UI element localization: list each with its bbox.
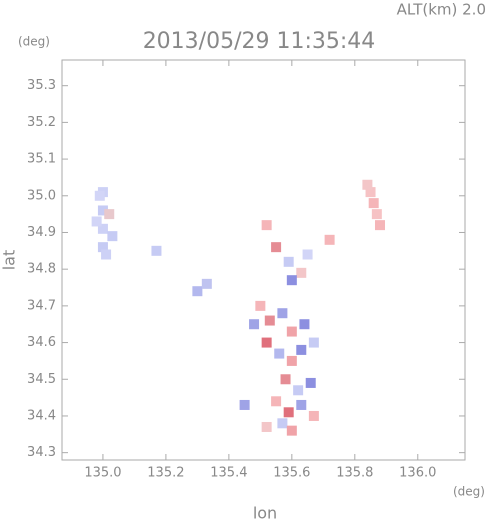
echo-point (271, 396, 282, 407)
echo-point (192, 286, 203, 297)
echo-point (302, 249, 313, 260)
x-tick-label: 135.0 (84, 466, 121, 481)
echo-point (283, 407, 294, 418)
echo-point (277, 308, 288, 319)
echo-point (239, 399, 250, 410)
y-tick-label: 34.4 (27, 408, 56, 423)
echo-point (261, 220, 272, 231)
echo-point (271, 242, 282, 253)
y-tick-label: 34.6 (27, 335, 56, 350)
echo-point (324, 234, 335, 245)
x-tick-label: 136.0 (399, 466, 436, 481)
plot-frame (61, 59, 466, 461)
echo-point (296, 399, 307, 410)
y-tick-label: 34.8 (27, 262, 56, 277)
echo-point (261, 421, 272, 432)
echo-point (94, 190, 105, 201)
echo-point (368, 198, 379, 209)
echo-point (255, 300, 266, 311)
x-tick-label: 135.4 (210, 466, 247, 481)
echo-point (296, 267, 307, 278)
echo-point (201, 278, 212, 289)
echo-point (283, 256, 294, 267)
echo-point (362, 179, 373, 190)
echo-point (308, 337, 319, 348)
echo-point (101, 249, 112, 260)
echo-point (274, 348, 285, 359)
echo-point (264, 315, 275, 326)
echo-point (308, 410, 319, 421)
echo-point (371, 209, 382, 220)
echo-point (280, 374, 291, 385)
echo-point (286, 275, 297, 286)
echo-point (293, 385, 304, 396)
echo-point (249, 319, 260, 330)
x-tick-label: 135.8 (336, 466, 373, 481)
echo-point (374, 220, 385, 231)
subtitle: ALT(km) 2.0 (397, 1, 486, 19)
y-unit: (deg) (18, 35, 50, 49)
y-tick-label: 34.3 (27, 445, 56, 460)
echo-point (107, 231, 118, 242)
y-tick-label: 34.5 (27, 372, 56, 387)
y-tick-label: 34.9 (27, 225, 56, 240)
x-unit: (deg) (453, 485, 485, 499)
y-axis-label: lat (0, 250, 19, 271)
echo-point (286, 355, 297, 366)
echo-point (104, 209, 115, 220)
y-tick-label: 35.1 (27, 152, 56, 167)
echo-point (97, 242, 108, 253)
x-axis-label: lon (253, 504, 277, 521)
echo-point (365, 187, 376, 198)
y-tick-label: 35.2 (27, 115, 56, 130)
x-tick-label: 135.2 (147, 466, 184, 481)
echo-point (305, 377, 316, 388)
x-tick-label: 135.6 (273, 466, 310, 481)
echo-point (97, 205, 108, 216)
echo-point (97, 223, 108, 234)
y-tick-label: 35.0 (27, 188, 56, 203)
echo-point (261, 337, 272, 348)
echo-point (299, 319, 310, 330)
y-tick-label: 35.3 (27, 78, 56, 93)
y-tick-label: 34.7 (27, 298, 56, 313)
echo-point (296, 344, 307, 355)
echo-point (286, 326, 297, 337)
chart-title: 2013/05/29 11:35:44 (143, 29, 376, 54)
echo-point (91, 216, 102, 227)
echo-point (151, 245, 162, 256)
echo-point (286, 425, 297, 436)
echo-point (277, 418, 288, 429)
